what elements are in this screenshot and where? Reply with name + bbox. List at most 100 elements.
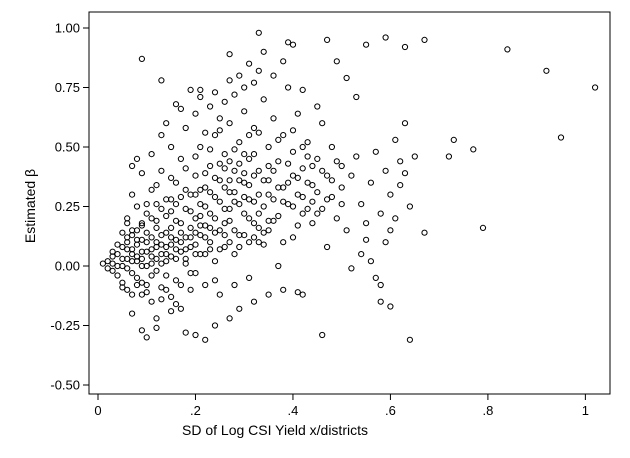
data-point: [148, 215, 155, 222]
data-point: [211, 258, 219, 265]
data-point: [280, 239, 287, 246]
data-point: [192, 172, 199, 179]
data-point: [138, 279, 145, 286]
data-point: [592, 84, 599, 91]
data-point: [182, 165, 189, 172]
data-point: [231, 198, 238, 205]
data-point: [314, 155, 321, 162]
y-tick-label: 1.00: [55, 21, 80, 36]
data-point: [275, 136, 282, 143]
data-point: [377, 281, 384, 289]
data-point: [236, 72, 243, 79]
data-point: [211, 193, 219, 201]
data-point: [172, 201, 180, 208]
data-point: [401, 120, 409, 127]
data-point: [109, 248, 116, 255]
data-point: [265, 291, 272, 298]
data-point: [236, 243, 243, 251]
data-point: [221, 98, 228, 105]
data-point: [197, 201, 204, 208]
data-point: [255, 67, 262, 74]
data-point: [187, 86, 194, 94]
data-point: [133, 281, 141, 289]
data-point: [187, 234, 194, 241]
data-point: [231, 227, 238, 234]
data-point: [294, 174, 301, 181]
data-point: [216, 227, 223, 234]
data-point: [504, 46, 511, 53]
data-point: [309, 220, 316, 227]
data-point: [192, 215, 199, 222]
data-point: [202, 184, 209, 191]
data-point: [299, 143, 306, 151]
y-tick-label: 0.75: [55, 80, 80, 95]
data-point: [221, 220, 228, 227]
data-point: [143, 210, 150, 217]
data-point: [250, 198, 258, 205]
data-point: [421, 229, 428, 236]
data-point: [231, 189, 238, 196]
data-point: [236, 201, 243, 208]
data-point: [158, 167, 165, 174]
data-point: [343, 74, 350, 82]
data-point: [543, 67, 550, 74]
data-point: [246, 215, 253, 222]
data-point: [177, 248, 184, 255]
data-point: [133, 236, 141, 243]
data-point: [172, 101, 180, 108]
data-point: [255, 129, 262, 136]
data-point: [392, 215, 399, 222]
data-point: [192, 251, 199, 258]
data-point: [216, 198, 223, 205]
data-point: [246, 182, 253, 189]
data-point: [299, 291, 306, 298]
data-point: [138, 262, 145, 270]
data-point: [192, 110, 199, 117]
data-point: [202, 281, 209, 289]
x-tick-label: .8: [482, 403, 493, 418]
data-point: [202, 203, 209, 210]
data-point: [172, 236, 180, 243]
x-tick-label: 0: [94, 403, 101, 418]
data-point: [319, 205, 326, 212]
data-point: [221, 151, 228, 158]
data-point: [236, 139, 243, 146]
data-point: [197, 232, 204, 239]
data-point: [382, 34, 389, 41]
data-point: [231, 167, 238, 174]
data-point: [143, 201, 150, 208]
data-point: [177, 193, 184, 201]
data-point: [319, 120, 326, 127]
data-point: [182, 329, 189, 336]
data-point: [187, 208, 194, 215]
data-point: [192, 229, 199, 236]
data-point: [207, 162, 214, 170]
data-point: [250, 151, 258, 158]
data-point: [260, 203, 267, 210]
data-point: [153, 324, 160, 331]
data-point: [221, 184, 228, 191]
x-tick-label: .6: [385, 403, 396, 418]
data-point: [333, 215, 340, 222]
data-point: [226, 177, 233, 184]
data-point: [260, 241, 267, 248]
data-point: [138, 291, 145, 298]
data-point: [99, 260, 107, 267]
data-point: [211, 89, 219, 96]
data-point: [168, 253, 175, 260]
data-point: [168, 293, 175, 300]
data-point: [124, 220, 131, 227]
data-point: [275, 184, 282, 191]
data-point: [406, 336, 413, 343]
data-point: [216, 291, 223, 298]
data-point: [207, 146, 214, 153]
data-point: [294, 289, 301, 296]
data-point: [177, 105, 184, 113]
data-point: [338, 201, 345, 208]
plot-frame: [88, 11, 611, 395]
data-point: [211, 277, 219, 284]
data-point: [153, 315, 160, 322]
data-point: [363, 220, 370, 227]
data-point: [153, 217, 160, 224]
